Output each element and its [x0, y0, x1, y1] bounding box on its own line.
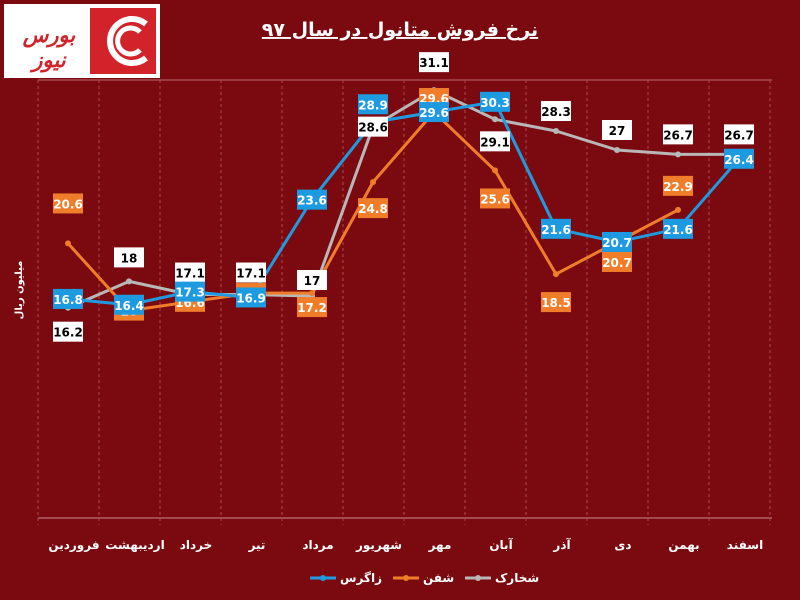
data-label: 22.9: [663, 180, 693, 194]
data-label: 26.7: [663, 128, 693, 142]
data-label: 26.7: [724, 128, 754, 142]
legend-marker: [320, 575, 326, 581]
data-label: 16.9: [236, 291, 266, 305]
data-point: [492, 116, 498, 123]
data-point: [492, 167, 498, 174]
category-label: بهمن: [668, 538, 699, 552]
data-label: 23.6: [297, 194, 327, 208]
data-label-box: [419, 102, 449, 123]
data-label-box: [541, 101, 571, 122]
data-label: 17: [304, 274, 321, 288]
data-point: [614, 147, 620, 153]
data-label: 28.3: [541, 105, 571, 119]
data-label-box: [663, 175, 693, 196]
category-label: تیر: [248, 538, 266, 552]
data-label: 18: [121, 251, 138, 265]
data-point: [65, 240, 71, 247]
logo-text: بورس نیوز: [22, 22, 76, 72]
data-label: 17.3: [175, 286, 205, 300]
data-label-box: [724, 124, 754, 145]
data-label-box: [602, 231, 632, 252]
data-label-box: [114, 247, 144, 268]
category-label: اسفند: [727, 538, 763, 552]
data-label: 16.4: [114, 299, 144, 313]
data-point: [553, 271, 559, 278]
data-label-box: [53, 321, 83, 342]
category-label: فروردین: [48, 538, 99, 553]
data-label-box: [297, 270, 327, 290]
data-label: 17.2: [297, 301, 327, 315]
data-label: 25.6: [480, 192, 510, 206]
data-label-box: [602, 120, 632, 140]
data-label-box: [358, 116, 388, 137]
data-label: 18.5: [541, 296, 571, 310]
data-label: 29.1: [480, 135, 510, 149]
data-label-box: [480, 131, 510, 152]
data-point: [309, 290, 315, 297]
data-label-box: [663, 218, 693, 239]
data-label: 28.6: [358, 121, 388, 135]
legend-label: شفن: [423, 571, 454, 585]
legend-marker: [475, 575, 481, 581]
legend-label: شخارک: [495, 571, 539, 585]
data-label-box: [358, 198, 388, 219]
data-label: 20.7: [602, 256, 632, 270]
data-label-box: [236, 262, 266, 283]
data-label: 16.8: [53, 293, 83, 307]
data-label: 17.1: [236, 267, 266, 281]
data-label-box: [480, 188, 510, 209]
category-label: اردیبهشت: [105, 538, 164, 552]
data-label-box: [724, 148, 754, 169]
logo-mark: [90, 8, 156, 74]
legend-label: زاگرس: [340, 571, 382, 585]
category-label: آذر: [552, 537, 571, 552]
data-label-box: [480, 91, 510, 112]
data-label-box: [53, 193, 83, 214]
data-label-box: [602, 251, 632, 272]
data-label-box: [175, 262, 205, 283]
data-point: [675, 151, 681, 158]
data-label: 31.1: [419, 56, 449, 70]
data-label-box: [419, 52, 449, 73]
category-label: خرداد: [180, 538, 213, 552]
chart-title: نرخ فروش متانول در سال ۹۷: [262, 19, 538, 41]
data-label: 30.3: [480, 96, 510, 110]
data-label-box: [175, 281, 205, 302]
data-label: 27: [609, 124, 626, 138]
data-label-box: [297, 297, 327, 318]
data-label-box: [114, 294, 144, 315]
data-point: [553, 128, 559, 134]
data-label-box: [358, 94, 388, 115]
data-label: 29.6: [419, 106, 449, 120]
logo: بورس نیوز: [4, 4, 160, 78]
data-point: [370, 179, 376, 186]
data-label-box: [297, 189, 327, 210]
y-axis-label: میلیون ریال: [14, 261, 25, 320]
data-label: 20.7: [602, 236, 632, 250]
category-label: مهر: [428, 538, 452, 552]
category-label: آبان: [489, 537, 513, 552]
category-label: مرداد: [302, 538, 333, 552]
data-label: 21.6: [663, 223, 693, 237]
category-label: شهریور: [355, 538, 402, 553]
data-label-box: [663, 124, 693, 145]
data-point: [675, 206, 681, 213]
data-label: 24.8: [358, 202, 388, 216]
data-label: 20.6: [53, 197, 83, 211]
legend-marker: [403, 575, 409, 581]
data-label-box: [53, 288, 83, 309]
data-label-box: [541, 218, 571, 239]
data-label: 28.9: [358, 98, 388, 112]
data-label: 17.1: [175, 267, 205, 281]
category-label: دی: [614, 538, 631, 552]
data-label: 16.2: [53, 326, 83, 340]
data-label: 21.6: [541, 223, 571, 237]
data-label-box: [236, 287, 266, 308]
data-label-box: [541, 292, 571, 313]
data-label: 26.4: [724, 153, 754, 167]
data-point: [126, 278, 132, 285]
